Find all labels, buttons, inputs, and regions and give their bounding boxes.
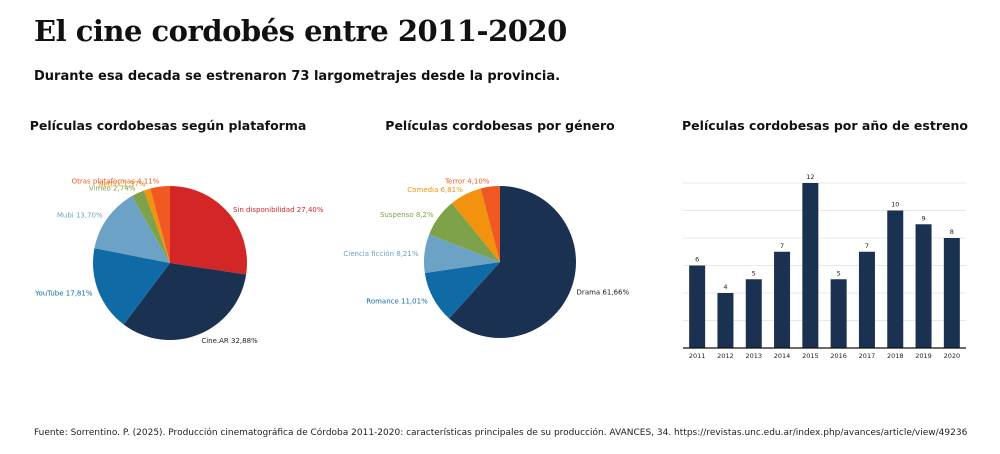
bar: [774, 251, 791, 348]
year-chart-title: Películas cordobesas por año de estreno: [682, 118, 968, 133]
bar: [915, 224, 932, 348]
bar: [802, 183, 819, 348]
pie-slice: [150, 186, 170, 263]
pie-label: Netflix 1,37%: [98, 181, 146, 189]
pie-label: Suspenso 8,2%: [380, 211, 434, 219]
bar-value-label: 7: [780, 242, 784, 250]
bar: [717, 293, 734, 348]
x-tick-label: 2014: [774, 352, 791, 360]
bar-value-label: 4: [723, 283, 727, 291]
pie-label: Mubi 13,70%: [57, 212, 103, 220]
bar-value-label: 7: [865, 242, 869, 250]
pie-slice: [123, 263, 247, 340]
pie-label: YouTube 17,81%: [34, 290, 93, 298]
x-tick-label: 2015: [802, 352, 819, 360]
pie-slice: [449, 186, 576, 338]
pie-slice: [451, 188, 500, 262]
pie-label: Vimeo 2,74%: [89, 185, 136, 193]
bar-value-label: 12: [806, 173, 814, 181]
source-note: Fuente: Sorrentino. P. (2025). Producció…: [34, 428, 968, 438]
bar: [830, 279, 847, 348]
page-title: El cine cordobés entre 2011-2020: [34, 14, 567, 48]
pie-label: Ciencia ficción 8,21%: [343, 250, 418, 258]
x-tick-label: 2020: [944, 352, 961, 360]
platform-chart-title: Películas cordobesas según plataforma: [29, 118, 307, 133]
bar-value-label: 5: [837, 269, 841, 277]
pie-slice: [480, 186, 500, 262]
x-tick-label: 2012: [717, 352, 734, 360]
pie-slice: [424, 262, 500, 319]
pie-label: Drama 61,66%: [577, 288, 630, 296]
bar: [745, 279, 762, 348]
x-tick-label: 2011: [689, 352, 706, 360]
x-tick-label: 2018: [887, 352, 904, 360]
bar: [689, 265, 706, 348]
pie-label: Sin disponibilidad 27,40%: [233, 206, 324, 214]
pie-label: Otras plataformas 4,11%: [72, 178, 160, 186]
bar-value-label: 9: [921, 214, 925, 222]
page-subtitle: Durante esa decada se estrenaron 73 larg…: [34, 69, 561, 84]
pie-label: Cine.AR 32,88%: [201, 337, 258, 345]
pie-label: Comedia 6,81%: [407, 186, 463, 194]
bar: [858, 251, 875, 348]
bar: [887, 210, 904, 348]
x-tick-label: 2017: [859, 352, 876, 360]
pie-slice: [144, 188, 170, 263]
x-tick-label: 2019: [915, 352, 932, 360]
bar-value-label: 5: [752, 269, 756, 277]
x-tick-label: 2013: [745, 352, 762, 360]
pie-slice: [429, 203, 500, 262]
bar-value-label: 6: [695, 256, 699, 264]
pie-label: Romance 11,01%: [366, 298, 428, 306]
pie-slice: [170, 186, 247, 275]
bar-value-label: 8: [950, 228, 954, 236]
pie-slice: [93, 248, 170, 325]
x-tick-label: 2016: [830, 352, 847, 360]
bar: [943, 238, 960, 348]
pie-slice: [131, 190, 170, 263]
pie-slice: [94, 196, 170, 263]
pie-label: Terror 4,10%: [444, 178, 490, 186]
bar-value-label: 10: [891, 201, 899, 209]
genre-chart-title: Películas cordobesas por género: [385, 118, 615, 133]
pie-slice: [423, 234, 500, 274]
